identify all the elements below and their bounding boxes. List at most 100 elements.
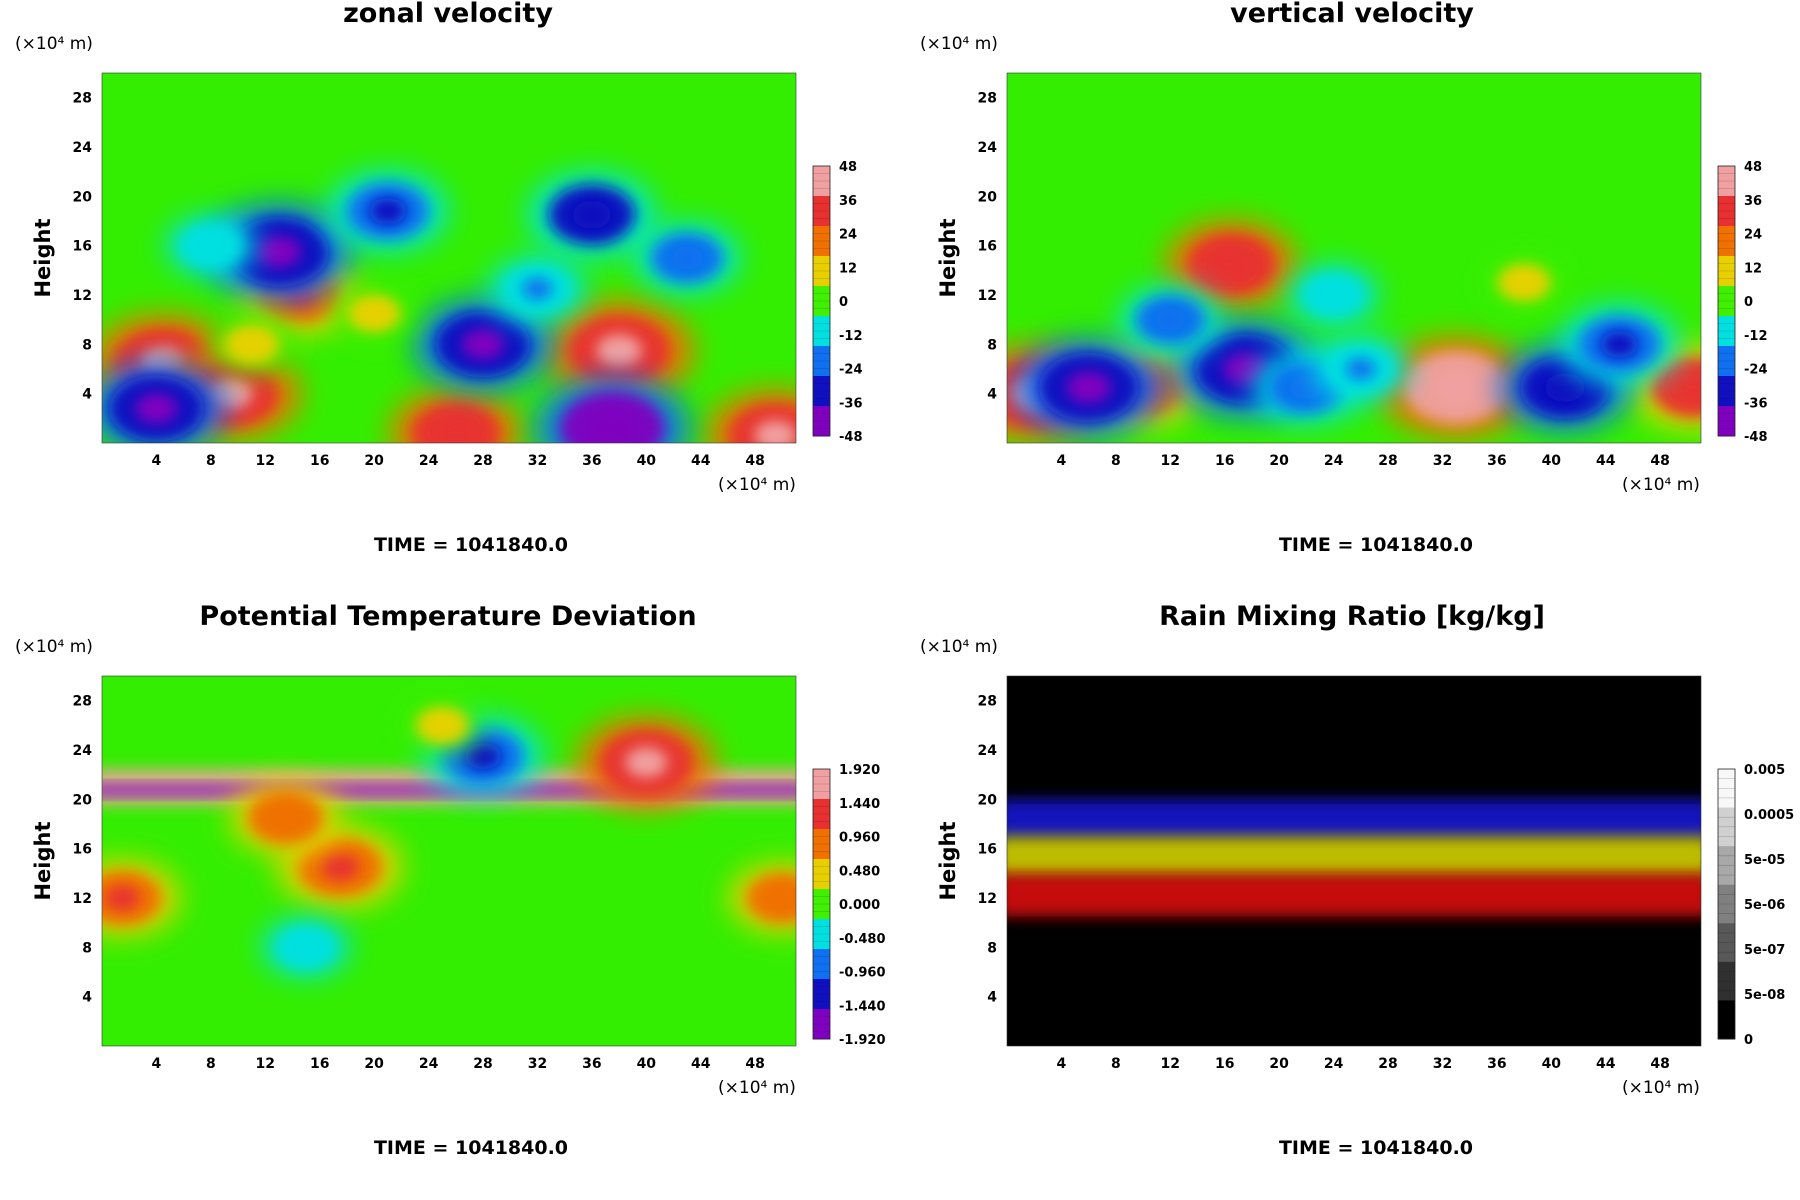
colorbar-swatch [1718,769,1735,809]
colorbar-swatch [813,889,830,920]
chart-title: vertical velocity [1230,0,1474,29]
colorbar-tick-label: 36 [1744,194,1762,209]
colorbar-swatch [813,196,830,227]
y-tick-label: 28 [73,91,92,107]
feature-6 [1014,338,1163,437]
colorbar-swatch [1718,961,1735,1001]
x-tick-labels: 4 8 12 16 20 24 28 32 36 40 44 48 [152,453,765,469]
y-tick-label: 12 [73,288,92,304]
y-tick-label: 24 [73,743,93,759]
colorbar-swatch [813,376,830,407]
x-tick-label: 24 [419,1056,439,1072]
colorbar-tick-label: 12 [839,261,857,276]
colorbar-swatch [1718,376,1735,407]
x-axis-unit: (×10⁴ m) [718,475,796,495]
colorbar-tick-label: -0.480 [839,932,886,947]
colorbar-tick-label: -48 [1744,430,1768,445]
x-tick-label: 44 [691,453,711,469]
colorbar-tick-label: 0 [1744,1033,1753,1048]
feature-2 [1164,219,1299,309]
colorbar-tick-label: 0.0005 [1744,808,1794,823]
y-axis-title: Height [31,218,55,297]
y-axis-title: Height [31,821,55,900]
y-tick-label: 28 [73,694,92,710]
feature-12 [1310,335,1411,403]
x-tick-label: 8 [1111,453,1121,469]
y-tick-label: 12 [73,891,92,907]
x-tick-label: 32 [528,453,547,469]
x-tick-label: 4 [152,1056,162,1072]
y-tick-label: 12 [978,288,997,304]
feature-8 [534,376,691,443]
x-tick-label: 40 [637,453,657,469]
colorbar-swatch [1718,286,1735,317]
colorbar-swatch [813,799,830,830]
feature-3 [102,858,182,938]
colorbar-swatch [1718,1000,1735,1040]
time-label: TIME = 1041840.0 [1279,534,1473,556]
x-tick-labels: 4 8 12 16 20 24 28 32 36 40 44 48 [1057,453,1670,469]
y-axis-unit: (×10⁴ m) [920,34,998,54]
feature-11 [1558,303,1681,386]
colorbar-tick-label: 12 [1744,261,1762,276]
colorbar-tick-label: 24 [1744,228,1762,243]
colorbar-swatch [813,286,830,317]
x-tick-label: 36 [582,1056,601,1072]
colorbar-swatch [813,1009,830,1040]
x-tick-labels: 4 8 12 16 20 24 28 32 36 40 44 48 [1057,1056,1670,1072]
colorbar-tick-label: 5e-08 [1744,988,1785,1003]
colorbar: 1.920 1.440 0.960 0.480 0.000 -0.480 -0.960 -1.… [812,763,886,1048]
time-label: TIME = 1041840.0 [1279,1137,1473,1159]
y-tick-label: 8 [987,337,997,353]
heatmap-plot [1006,675,1702,1047]
colorbar-tick-label: -36 [839,396,863,411]
feature-5 [705,388,796,443]
colorbar-swatch [1718,196,1735,227]
x-tick-label: 16 [310,453,329,469]
x-tick-label: 32 [1433,453,1452,469]
colorbar-swatch [1718,316,1735,347]
colorbar-swatch [813,406,830,437]
y-tick-label: 16 [73,239,92,255]
colorbar-tick-label: -24 [1744,363,1768,378]
colorbar-swatch [813,166,830,197]
colorbar-swatch [813,256,830,287]
feature-6 [412,297,554,392]
y-tick-labels: 4 8 12 16 20 24 28 [978,91,998,403]
colorbar-tick-label: 48 [839,160,857,175]
colorbar-swatch [1718,807,1735,847]
x-tick-labels: 4 8 12 16 20 24 28 32 36 40 44 48 [152,1056,765,1072]
x-tick-label: 12 [256,453,275,469]
panel-potential-temperature-deviation: Potential Temperature Deviation (×10⁴ m)… [15,601,886,1159]
chart-title: Rain Mixing Ratio [kg/kg] [1159,601,1545,632]
y-tick-label: 28 [978,91,997,107]
heatmap-plot [101,675,797,1047]
x-tick-label: 28 [1378,453,1397,469]
colorbar-swatch [813,316,830,347]
feature-11 [326,170,449,252]
colorbar-frame [812,768,831,1040]
feature-12 [487,255,588,323]
colorbar-frame [1717,768,1736,1040]
plot-frame [1006,72,1702,444]
y-tick-label: 20 [73,189,93,205]
panel-rain-mixing-ratio: Rain Mixing Ratio [kg/kg] (×10⁴ m) Heigh… [920,601,1794,1159]
colorbar-swatch [813,919,830,950]
y-tick-label: 8 [82,337,92,353]
colorbar-tick-label: 24 [839,228,857,243]
x-tick-label: 44 [691,1056,711,1072]
y-tick-label: 20 [73,792,93,808]
x-tick-label: 12 [256,1056,275,1072]
feature-0 [575,715,717,810]
y-tick-label: 20 [978,792,998,808]
colorbar-tick-label: -24 [839,363,863,378]
colorbar-tick-label: 1.440 [839,797,880,812]
x-tick-label: 4 [1057,1056,1067,1072]
x-axis-unit: (×10⁴ m) [1622,1078,1700,1098]
panel-zonal-velocity: zonal velocity (×10⁴ m) Height 481216202… [15,0,863,556]
feature-10 [1287,264,1380,326]
x-tick-label: 32 [1433,1056,1452,1072]
colorbar-tick-label: -12 [839,329,863,344]
y-tick-label: 4 [987,387,997,403]
colorbar-swatch [813,769,830,800]
